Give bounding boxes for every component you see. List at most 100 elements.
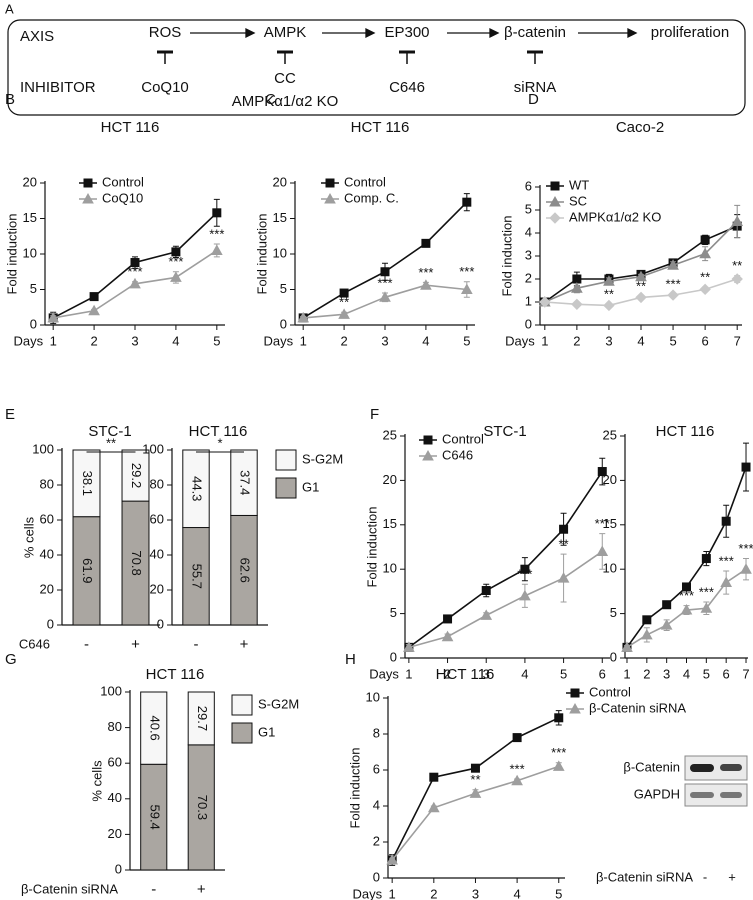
y-tick-label: 15 — [603, 516, 617, 531]
x-tick-label: + — [197, 881, 206, 898]
marker — [557, 572, 570, 583]
y-tick-label: 10 — [23, 245, 37, 260]
bar-segment — [121, 500, 150, 626]
legend-label: S-G2M — [302, 451, 343, 466]
bar-segment — [187, 744, 215, 871]
y-tick-label: 0 — [280, 316, 287, 331]
marker — [297, 311, 310, 323]
inhibitor: CoQ10 — [141, 79, 189, 96]
y-tick-label: 5 — [390, 605, 397, 620]
marker — [519, 589, 531, 601]
marker — [731, 273, 743, 285]
bar-segment — [187, 691, 215, 746]
marker — [470, 763, 480, 773]
significance: * — [217, 435, 222, 450]
y-axis-label: % cells — [21, 516, 36, 558]
significance: *** — [719, 553, 734, 568]
series-line — [408, 471, 603, 648]
x-tick-label: - — [84, 636, 89, 653]
significance: ** — [732, 258, 742, 273]
blot-row-label: GAPDH — [634, 786, 680, 801]
inhibitor: C646 — [389, 79, 425, 96]
y-tick-label: 60 — [150, 511, 164, 526]
y-tick-label: 10 — [603, 561, 617, 576]
marker — [635, 291, 647, 304]
x-tick-label: 4 — [683, 666, 690, 681]
marker — [429, 772, 439, 782]
marker — [520, 564, 530, 574]
blot-strip — [684, 783, 748, 807]
marker — [170, 271, 182, 282]
significance: ** — [604, 287, 614, 302]
x-axis-label: C646 — [19, 636, 50, 651]
row-label: INHIBITOR — [20, 79, 96, 96]
legend-label: SC — [569, 193, 587, 208]
blot-row-label: β-Catenin — [623, 759, 680, 774]
marker — [640, 628, 653, 640]
significance: *** — [595, 516, 610, 531]
marker — [339, 288, 349, 298]
blot-lane: + — [728, 869, 736, 884]
marker — [642, 615, 652, 625]
significance: ** — [339, 295, 349, 310]
y-tick-label: 20 — [150, 581, 164, 596]
chart-title: Caco-2 — [616, 119, 664, 136]
bar-segment — [140, 691, 168, 765]
panel-letter: G — [5, 651, 17, 668]
y-axis-label: Fold induction — [347, 748, 362, 829]
marker — [571, 298, 583, 311]
bar-segment — [182, 449, 210, 529]
bar-segment — [72, 449, 101, 518]
value-label: 59.4 — [147, 804, 162, 829]
value-label: 62.6 — [238, 558, 253, 583]
diagram-box — [7, 19, 746, 116]
x-tick-label: 4 — [521, 666, 528, 681]
marker — [512, 733, 522, 743]
inhibitor: siRNA — [514, 79, 557, 96]
significance: *** — [418, 265, 433, 280]
marker — [441, 630, 454, 642]
significance: *** — [377, 275, 392, 290]
chart-title: HCT 116 — [436, 666, 495, 683]
legend-swatch — [275, 477, 297, 499]
chart-title: HCT 116 — [656, 423, 715, 440]
marker — [552, 760, 565, 771]
x-tick-label: 4 — [422, 333, 429, 348]
blot-xlabel: β-Catenin siRNA — [596, 869, 693, 884]
marker — [667, 259, 679, 270]
marker — [680, 604, 693, 615]
y-tick-label: 40 — [108, 790, 122, 805]
value-label: 70.3 — [195, 795, 210, 820]
y-tick-label: 3 — [525, 247, 532, 262]
marker — [660, 619, 673, 630]
x-tick-label: 4 — [637, 333, 644, 348]
legend-label: Control — [344, 174, 386, 189]
y-tick-label: 15 — [23, 210, 37, 225]
marker — [699, 283, 711, 296]
chart-title: STC-1 — [483, 423, 526, 440]
significance: ** — [470, 772, 480, 787]
chart-title: HCT 116 — [101, 119, 160, 136]
y-axis-label: Fold induction — [499, 216, 514, 297]
legend-label: Control — [442, 431, 484, 446]
y-tick-label: 40 — [40, 546, 54, 561]
x-tick-label: - — [194, 636, 199, 653]
x-tick-label: + — [240, 636, 249, 653]
y-tick-label: 80 — [150, 476, 164, 491]
marker — [386, 853, 399, 865]
legend-label: S-G2M — [258, 696, 299, 711]
y-tick-label: 20 — [383, 472, 397, 487]
panel-letter: B — [5, 91, 15, 108]
marker — [469, 787, 482, 798]
marker — [539, 296, 551, 308]
y-tick-label: 20 — [603, 472, 617, 487]
marker — [550, 181, 560, 191]
marker — [662, 600, 672, 610]
chart-title: HCT 116 — [189, 423, 248, 440]
marker — [720, 576, 733, 588]
x-tick-label: 3 — [472, 886, 479, 900]
x-tick-label: 3 — [381, 333, 388, 348]
x-axis-label: β-Catenin siRNA — [21, 881, 118, 896]
y-tick-label: 0 — [157, 616, 164, 631]
